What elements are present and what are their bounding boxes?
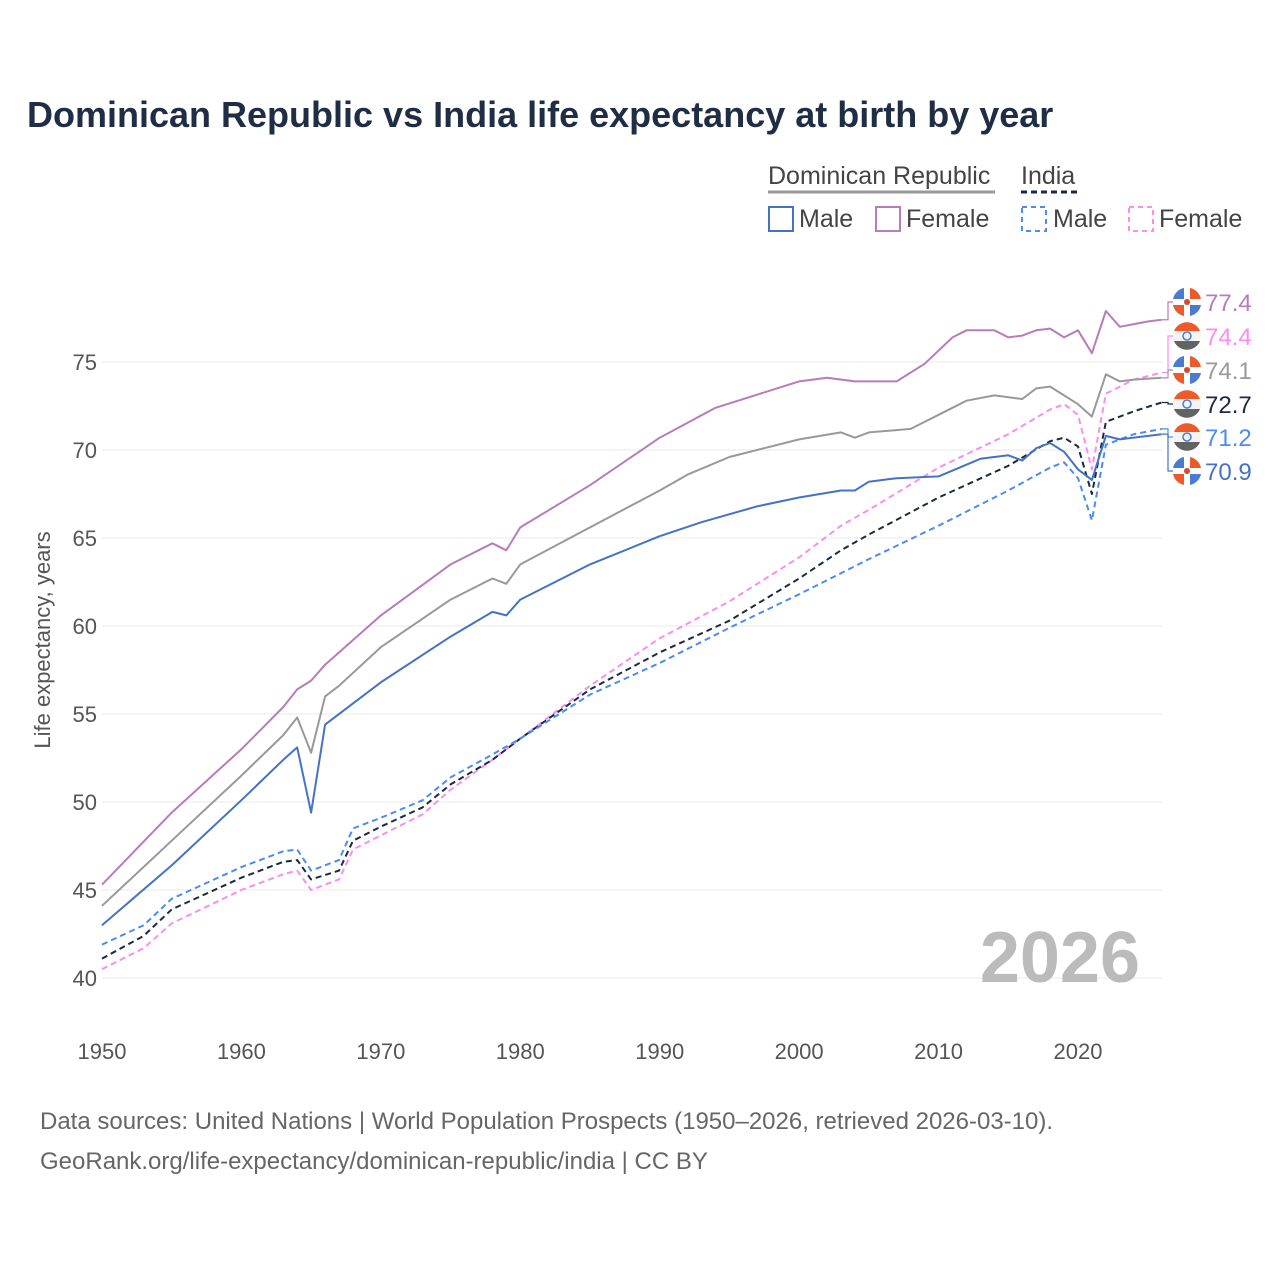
series-line-dominican-republic-female bbox=[101, 310, 1162, 886]
end-value-label: 77.4 bbox=[1205, 290, 1252, 317]
label-connector bbox=[1162, 301, 1174, 321]
series-line-india-both bbox=[101, 401, 1163, 960]
y-tick-label: 70 bbox=[73, 438, 97, 463]
y-tick-label: 50 bbox=[73, 790, 97, 815]
series-line-india-female bbox=[101, 371, 1162, 971]
y-tick-label: 55 bbox=[73, 702, 97, 727]
legend-india-female[interactable]: Female bbox=[1159, 205, 1243, 233]
x-tick-label: 2000 bbox=[775, 1039, 824, 1064]
footer-link[interactable]: GeoRank.org/life-expectancy/dominican-re… bbox=[40, 1148, 708, 1175]
y-axis-label: Life expectancy, years bbox=[30, 531, 55, 748]
label-connector bbox=[1162, 335, 1174, 374]
y-tick-label: 40 bbox=[73, 966, 97, 991]
y-tick-label: 45 bbox=[73, 878, 97, 903]
label-connector bbox=[1162, 401, 1174, 405]
chart-title: Dominican Republic vs India life expecta… bbox=[27, 94, 1054, 135]
label-connector bbox=[1162, 428, 1174, 438]
footer-sources: Data sources: United Nations | World Pop… bbox=[40, 1108, 1054, 1135]
y-tick-label: 65 bbox=[73, 526, 97, 551]
end-value-label: 72.7 bbox=[1205, 392, 1252, 419]
x-tick-label: 1950 bbox=[78, 1039, 127, 1064]
legend-dr-male[interactable]: Male bbox=[799, 205, 854, 233]
dominican-republic-flag-icon bbox=[1173, 288, 1201, 316]
y-tick-label: 75 bbox=[73, 350, 97, 375]
legend-swatch-dr-female bbox=[875, 206, 901, 232]
series-line-dominican-republic-both bbox=[101, 373, 1162, 907]
legend-india-male[interactable]: Male bbox=[1053, 205, 1108, 233]
label-connector bbox=[1162, 433, 1174, 472]
dominican-republic-flag-icon bbox=[1173, 457, 1201, 485]
end-value-label: 71.2 bbox=[1205, 425, 1252, 452]
end-value-label: 74.1 bbox=[1205, 358, 1252, 385]
x-tick-label: 1970 bbox=[356, 1039, 405, 1064]
india-flag-icon bbox=[1173, 423, 1201, 451]
y-tick-label: 60 bbox=[73, 614, 97, 639]
legend-group-india: India bbox=[1021, 162, 1076, 190]
label-connector bbox=[1162, 369, 1174, 379]
x-tick-label: 1960 bbox=[217, 1039, 266, 1064]
series-line-dominican-republic-male bbox=[101, 433, 1162, 926]
legend-swatch-india-female bbox=[1128, 206, 1154, 232]
india-flag-icon bbox=[1173, 322, 1201, 350]
legend-group-dominican-republic: Dominican Republic bbox=[768, 162, 991, 190]
x-tick-label: 1980 bbox=[496, 1039, 545, 1064]
x-tick-label: 2010 bbox=[914, 1039, 963, 1064]
legend-swatch-india-male bbox=[1021, 206, 1047, 232]
x-tick-label: 1990 bbox=[635, 1039, 684, 1064]
legend-swatches bbox=[768, 190, 1154, 232]
end-value-label: 74.4 bbox=[1205, 324, 1252, 351]
end-value-label: 70.9 bbox=[1205, 459, 1252, 486]
legend-dr-female[interactable]: Female bbox=[906, 205, 990, 233]
india-flag-icon bbox=[1173, 390, 1201, 418]
legend-swatch-dr-male bbox=[768, 206, 794, 232]
dominican-republic-flag-icon bbox=[1173, 356, 1201, 384]
year-watermark: 2026 bbox=[980, 918, 1140, 998]
x-tick-label: 2020 bbox=[1054, 1039, 1103, 1064]
series-line-india-male bbox=[101, 427, 1162, 946]
